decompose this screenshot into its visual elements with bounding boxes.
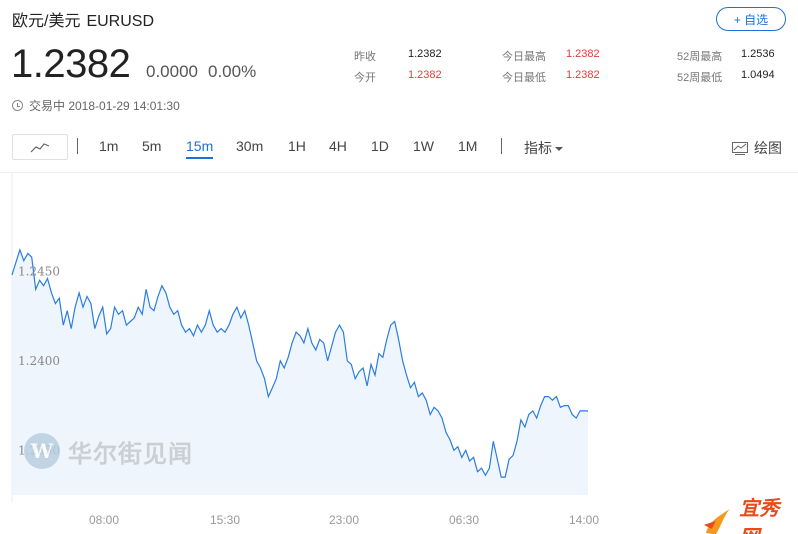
stat-value: 1.2382 [566, 69, 600, 81]
price-line [11, 248, 588, 478]
price-chart[interactable]: 1.24501.24001.235008:0015:3023:0006:3014… [0, 173, 798, 534]
status-text: 交易中 2018-01-29 14:01:30 [29, 99, 180, 113]
timeframe-30m[interactable]: 30m [236, 138, 264, 154]
stat-value: 1.2382 [408, 69, 442, 81]
instrument-title: 欧元/美元 EURUSD [12, 7, 154, 31]
instrument-symbol: EURUSD [86, 13, 155, 30]
stat-52w-high: 52周最高 1.2536 [677, 48, 775, 64]
toolbar-divider [501, 138, 502, 154]
price-area [12, 249, 588, 495]
x-tick-label: 14:00 [569, 513, 599, 527]
corner-watermark-text: 宜秀网 [739, 498, 780, 534]
stat-label: 昨收 [354, 51, 376, 63]
stat-label: 52周最低 [677, 72, 723, 84]
draw-label: 绘图 [754, 140, 782, 156]
flame-logo-icon [703, 509, 730, 534]
change-percent: 0.00% [208, 62, 257, 81]
timeframe-1h[interactable]: 1H [288, 138, 306, 154]
timeframe-1mo[interactable]: 1M [458, 138, 478, 154]
indicator-dropdown[interactable]: 指标 [524, 138, 563, 158]
stat-day-high: 今日最高 1.2382 [502, 48, 600, 64]
timeframe-4h[interactable]: 4H [329, 138, 347, 154]
stat-value: 1.2382 [408, 48, 442, 60]
toolbar-divider [77, 138, 78, 154]
stat-label: 今开 [354, 72, 376, 84]
y-tick-label: 1.2400 [18, 354, 60, 368]
timeframe-1d[interactable]: 1D [371, 138, 389, 154]
timeframe-1w[interactable]: 1W [413, 138, 434, 154]
clock-icon [12, 100, 23, 111]
chart-toolbar: 1m 5m 15m 30m 1H 4H 1D 1W 1M 指标 绘图 [12, 134, 786, 162]
x-tick-label: 08:00 [89, 513, 119, 527]
header-divider [0, 172, 798, 173]
timeframe-15m[interactable]: 15m [186, 138, 214, 159]
stat-value: 1.2536 [741, 48, 775, 60]
caret-down-icon [555, 147, 563, 152]
add-watchlist-button[interactable]: + 自选 [716, 7, 786, 31]
change-value: 0.0000 [146, 62, 198, 81]
price-change: 0.0000 0.00% [146, 62, 256, 82]
trading-status: 交易中 2018-01-29 14:01:30 [12, 97, 180, 114]
stat-day-low: 今日最低 1.2382 [502, 69, 600, 85]
y-tick-label: 1.2450 [18, 264, 60, 278]
line-chart-icon [30, 143, 50, 153]
timeframe-5m[interactable]: 5m [142, 138, 162, 154]
brand-watermark-text: 华尔街见闻 [68, 440, 193, 468]
stat-prev-close: 昨收 1.2382 [354, 48, 442, 64]
timeframe-1m[interactable]: 1m [99, 138, 119, 154]
x-tick-label: 06:30 [449, 513, 479, 527]
draw-chart-icon [732, 141, 748, 155]
x-tick-label: 15:30 [210, 513, 240, 527]
corner-watermark: 宜秀网 [700, 492, 798, 534]
stat-value: 1.0494 [741, 69, 775, 81]
stat-open: 今开 1.2382 [354, 69, 442, 85]
x-tick-label: 23:00 [329, 513, 359, 527]
stat-label: 今日最低 [502, 72, 546, 84]
draw-button[interactable]: 绘图 [732, 138, 782, 158]
brand-watermark: W 华尔街见闻 [24, 433, 193, 469]
last-price: 1.2382 [11, 42, 131, 86]
stat-value: 1.2382 [566, 48, 600, 60]
indicator-label: 指标 [524, 140, 552, 156]
chart-type-button[interactable] [12, 134, 68, 160]
stat-52w-low: 52周最低 1.0494 [677, 69, 775, 85]
brand-logo-icon: W [24, 433, 60, 469]
stat-label: 今日最高 [502, 51, 546, 63]
instrument-name: 欧元/美元 [12, 13, 81, 30]
stat-label: 52周最高 [677, 51, 723, 63]
